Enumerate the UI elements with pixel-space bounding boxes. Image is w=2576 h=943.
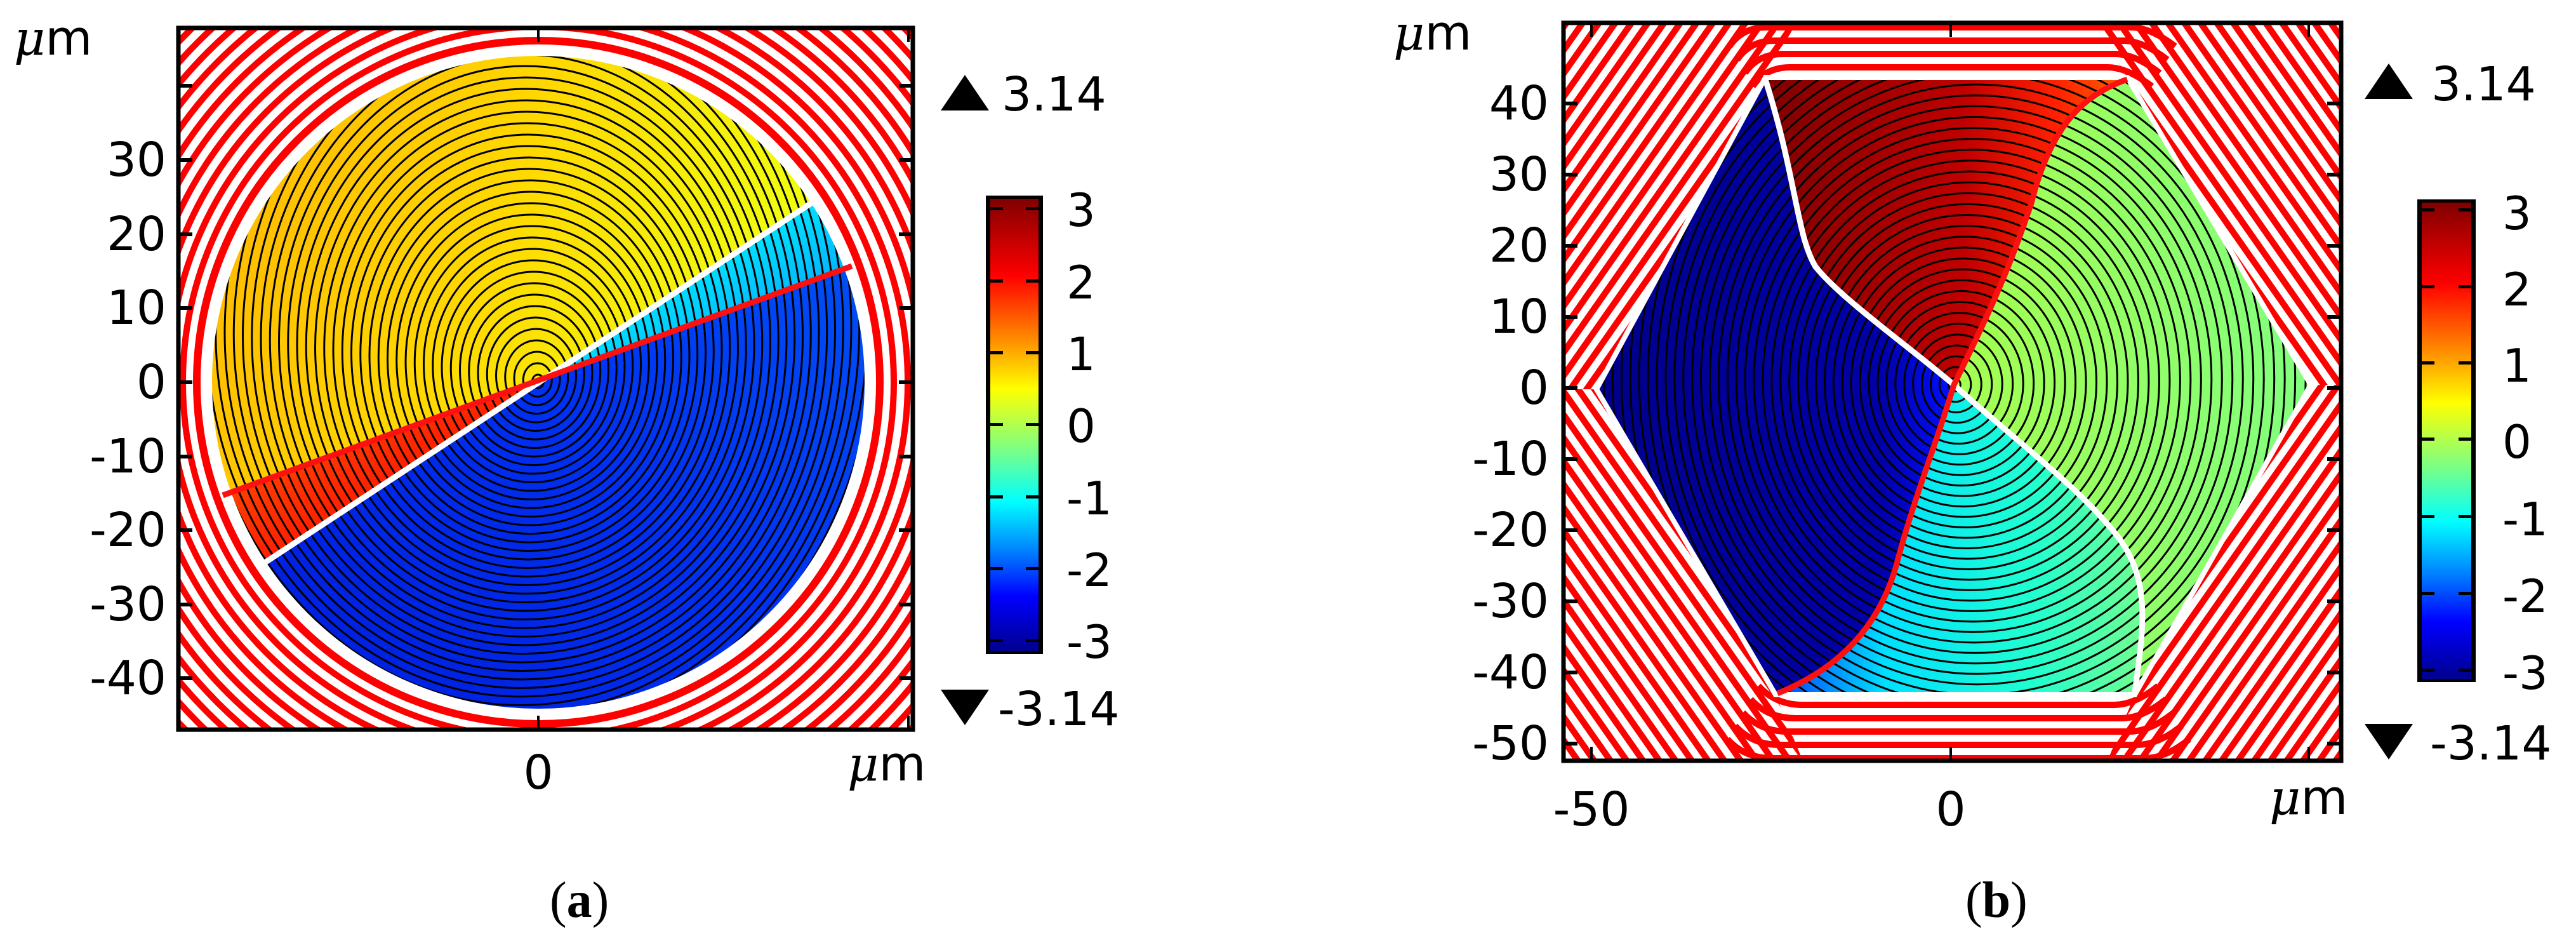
panel-b-x-ticks	[1590, 23, 2310, 761]
panel-b-colorbar-label: -1	[2502, 493, 2548, 546]
panel-a-range-min: -3.14	[998, 682, 1120, 737]
panel-a-y-axis-unit: μm	[14, 14, 92, 62]
panel-a-colorbar-label: -1	[1066, 472, 1112, 525]
panel-a-x-ticks	[537, 28, 910, 730]
panel-a-y-tick-label: 0	[136, 355, 166, 410]
panel-b-colorbar-label: 2	[2502, 263, 2532, 316]
mu-symbol: μ	[1393, 4, 1425, 61]
panel-b-colorbar-label: 3	[2502, 187, 2532, 240]
panel-a-colorbar-label: 1	[1066, 328, 1096, 381]
panel-a-colorbar-label: -2	[1066, 544, 1112, 597]
panel-a-y-tick-label: -20	[90, 503, 166, 558]
panel-a-colorbar-label: -3	[1066, 615, 1112, 669]
panel-a-y-ticks	[178, 84, 913, 680]
caption-paren-close: )	[592, 873, 609, 928]
panel-b-colorbar-label: -3	[2502, 646, 2548, 700]
caption-paren-open: (	[1965, 873, 1982, 928]
panel-a-red-line	[222, 263, 853, 498]
panel-b-red-curve	[1776, 76, 2128, 697]
panel-b-domain-boundary	[1593, 75, 2314, 697]
panel-a-max-triangle-icon	[941, 75, 989, 110]
caption-letter: a	[566, 873, 592, 928]
panel-a-domain-boundary	[207, 51, 870, 714]
panel-b-y-tick-label: -50	[1472, 716, 1549, 771]
panel-b-x-tick-label: -50	[1553, 782, 1630, 837]
m-symbol: m	[879, 735, 926, 792]
panel-b-y-tick-label: -20	[1472, 503, 1549, 558]
panel-b-colorbar-label: 0	[2502, 415, 2532, 469]
panel-a-y-tick-label: 30	[106, 133, 166, 187]
caption-letter: b	[1982, 873, 2011, 928]
panel-a-y-tick-label: 20	[106, 207, 166, 262]
panel-a-y-tick-label: -40	[90, 651, 166, 706]
panel-b-max-triangle-icon	[2365, 64, 2413, 99]
panel-a	[176, 25, 915, 732]
panel-b-range-max: 3.14	[2431, 57, 2536, 112]
panel-b-y-tick-label: -30	[1472, 574, 1549, 629]
panel-b-y-tick-label: 0	[1518, 361, 1549, 415]
panel-a-range-max: 3.14	[1002, 67, 1106, 122]
panel-b-plot-frame	[1561, 20, 2344, 763]
panel-a-x-axis-unit: μm	[847, 740, 926, 788]
panel-b-y-axis-unit: μm	[1393, 9, 1471, 57]
mu-symbol: μ	[14, 10, 46, 66]
panel-b-x-tick-label: 0	[1935, 782, 1966, 837]
panel-a-plot-frame	[176, 25, 915, 732]
panel-b-caption: (b)	[1965, 875, 2028, 926]
panel-b-colorbar	[2417, 199, 2476, 682]
panel-b-y-tick-label: 10	[1489, 290, 1549, 344]
panel-a-y-tick-label: 10	[106, 281, 166, 335]
panel-a-x-tick-label: 0	[523, 746, 554, 800]
panel-b-colorbar-label: -2	[2502, 570, 2548, 623]
panel-a-colorbar-label: 2	[1066, 256, 1096, 309]
panel-b-x-axis-unit: μm	[2269, 773, 2347, 822]
panel-b-min-triangle-icon	[2365, 724, 2413, 759]
panel-a-caption: (a)	[550, 875, 609, 926]
panel-a-min-triangle-icon	[941, 690, 989, 725]
panel-a-colorbar-label: 3	[1066, 184, 1096, 237]
panel-b-y-tick-label: -10	[1472, 432, 1549, 486]
panel-a-colorbar-label: 0	[1066, 399, 1096, 453]
panel-b-colorbar-label: 1	[2502, 339, 2532, 392]
panel-b-y-tick-label: 40	[1489, 76, 1549, 131]
panel-b-y-tick-label: 20	[1489, 218, 1549, 273]
panel-a-y-tick-label: -10	[90, 429, 166, 484]
panel-b-y-tick-label: 30	[1489, 147, 1549, 202]
mu-symbol: μ	[847, 735, 879, 792]
m-symbol: m	[1424, 4, 1472, 61]
panel-a-y-tick-label: -30	[90, 577, 166, 632]
panel-b	[1561, 20, 2344, 763]
m-symbol: m	[2300, 769, 2348, 826]
caption-paren-open: (	[550, 873, 567, 928]
mu-symbol: μ	[2269, 769, 2301, 826]
panel-b-range-min: -3.14	[2430, 716, 2552, 771]
panel-b-y-tick-label: -40	[1472, 645, 1549, 700]
m-symbol: m	[45, 10, 93, 66]
panel-b-y-ticks	[1564, 102, 2341, 746]
caption-paren-close: )	[2010, 873, 2028, 928]
